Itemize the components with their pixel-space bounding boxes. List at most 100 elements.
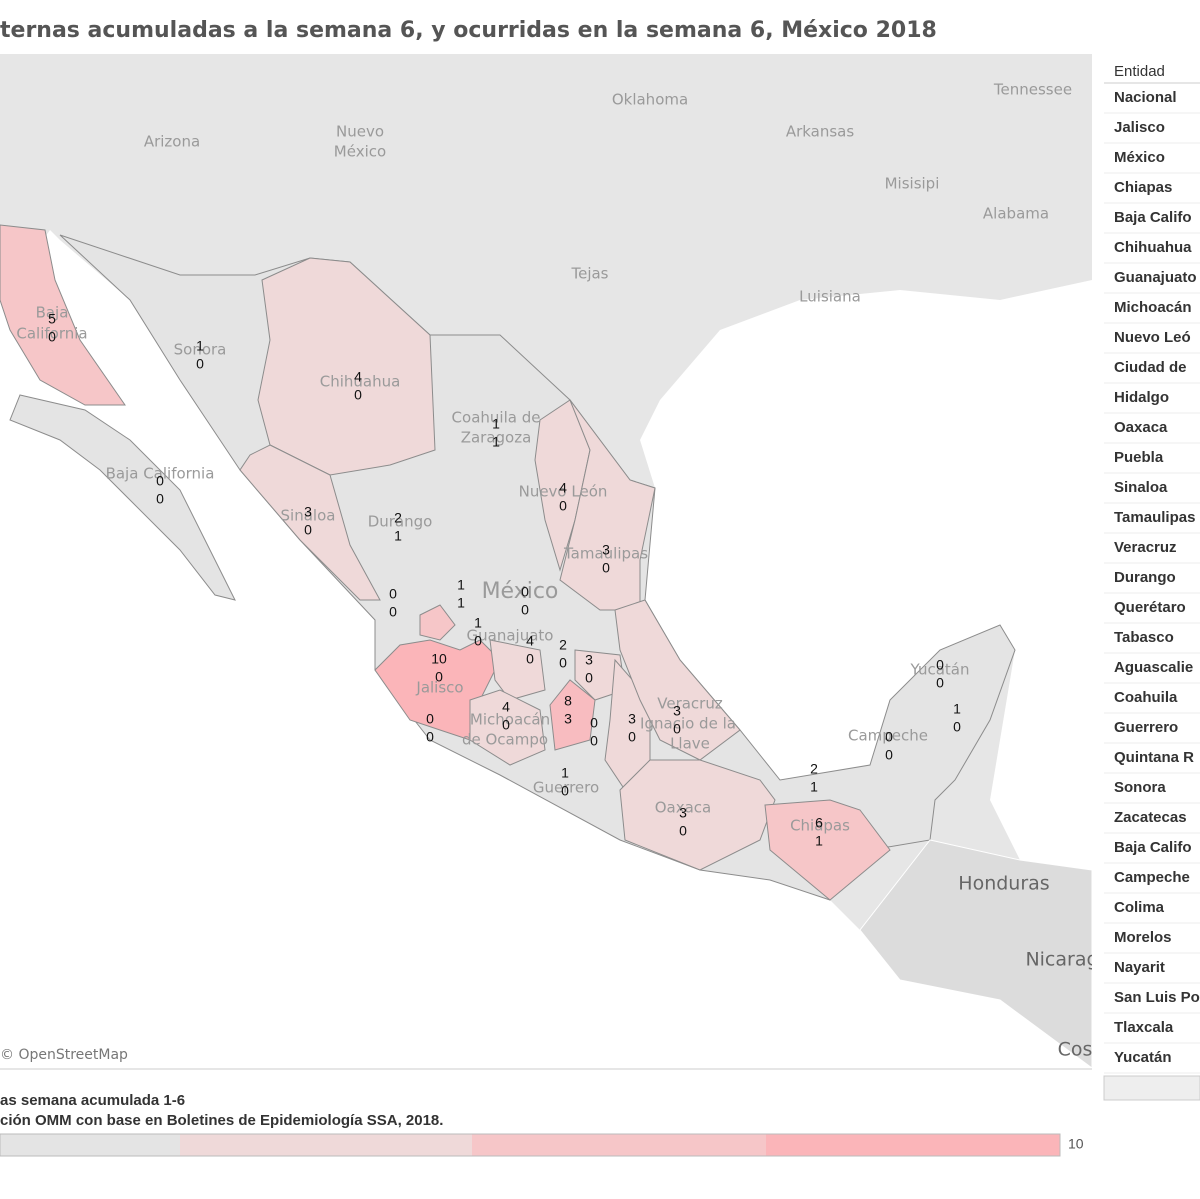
cumulative-count: 0 — [936, 657, 944, 673]
table-row: Sinaloa — [1114, 479, 1168, 496]
table-row: Nacional — [1114, 89, 1177, 106]
cumulative-count: 2 — [559, 637, 567, 653]
table-row: Campeche — [1114, 869, 1190, 886]
place-label: México — [482, 579, 559, 604]
cumulative-count: 1 — [561, 765, 569, 781]
cumulative-count: 3 — [673, 703, 681, 719]
legend: 10 — [0, 1133, 1084, 1157]
state-region — [469, 689, 546, 766]
cumulative-count: 4 — [502, 699, 510, 715]
place-label: Sinaloa — [281, 507, 336, 525]
table-row: Hidalgo — [1114, 389, 1169, 406]
week-count: 0 — [602, 560, 610, 576]
week-count: 0 — [628, 729, 636, 745]
cumulative-count: 0 — [389, 586, 397, 602]
state-region — [764, 799, 891, 901]
cumulative-count: 3 — [304, 504, 312, 520]
week-count: 0 — [953, 719, 961, 735]
week-count: 0 — [936, 675, 944, 691]
week-count: 0 — [559, 655, 567, 671]
table-row: Michoacán — [1114, 299, 1192, 316]
legend-frame — [0, 1133, 1061, 1157]
week-count: 0 — [679, 823, 687, 839]
table-row: Tabasco — [1114, 629, 1174, 646]
table-row: Quintana R — [1114, 749, 1194, 766]
legend-step — [472, 1134, 766, 1156]
week-count: 1 — [810, 779, 818, 795]
table-row: Morelos — [1114, 929, 1172, 946]
place-label: California — [16, 325, 87, 343]
table-row: Veracruz — [1114, 539, 1177, 556]
cumulative-count: 1 — [196, 338, 204, 354]
table-row: Nayarit — [1114, 959, 1165, 976]
cumulative-count: 3 — [628, 711, 636, 727]
week-count: 0 — [474, 633, 482, 649]
scrollbar[interactable] — [1103, 1075, 1200, 1101]
gulf-of-mexico — [640, 280, 1092, 870]
table-row: Jalisco — [1114, 119, 1165, 136]
state-region — [257, 257, 436, 476]
cumulative-count: 2 — [810, 761, 818, 777]
week-count: 1 — [815, 833, 823, 849]
week-count: 1 — [394, 528, 402, 544]
table-row: Puebla — [1114, 449, 1164, 466]
table-row: Querétaro — [1114, 599, 1186, 616]
table-row: Nuevo Leó — [1114, 329, 1191, 346]
place-label: Luisiana — [799, 288, 861, 306]
cumulative-count: 8 — [564, 693, 572, 709]
week-count: 0 — [435, 669, 443, 685]
cumulative-count: 1 — [492, 416, 500, 432]
week-count: 0 — [559, 498, 567, 514]
table-row: Aguascalie — [1114, 659, 1193, 676]
week-count: 0 — [156, 491, 164, 507]
week-count: 0 — [354, 387, 362, 403]
week-count: 0 — [673, 721, 681, 737]
footer-line: ción OMM con base en Boletines de Epidem… — [0, 1112, 443, 1129]
table-row: Guerrero — [1114, 719, 1178, 736]
place-label: Guerrero — [533, 779, 599, 797]
table-row: Durango — [1114, 569, 1176, 586]
week-count: 1 — [457, 595, 465, 611]
footer-line: as semana acumulada 1-6 — [0, 1092, 185, 1109]
place-label: de Ocampo — [462, 731, 548, 749]
cumulative-count: 3 — [679, 805, 687, 821]
week-count: 0 — [389, 604, 397, 620]
legend-max: 10 — [1068, 1136, 1084, 1152]
legend-step — [766, 1134, 1060, 1156]
state-region — [0, 224, 126, 406]
cumulative-count: 5 — [48, 311, 56, 327]
table-row: México — [1114, 149, 1165, 166]
map: © OpenStreetMap Oklahoma Tennessee Arizona… — [0, 54, 1099, 1069]
week-count: 0 — [426, 729, 434, 745]
place-label: Nuevo León — [519, 483, 608, 501]
place-label: Tamaulipas — [563, 545, 648, 563]
cumulative-count: 0 — [426, 711, 434, 727]
table-header: Entidad — [1114, 63, 1165, 80]
week-count: 1 — [492, 434, 500, 450]
table-row: Oaxaca — [1114, 419, 1168, 436]
place-label: Tennessee — [993, 81, 1072, 99]
table-row: Coahuila — [1114, 689, 1178, 706]
place-label: Baja — [36, 304, 69, 322]
table-row: Yucatán — [1114, 1049, 1172, 1066]
baja-california-sur — [9, 394, 236, 601]
place-label: Guanajuato — [467, 627, 554, 645]
week-count: 0 — [885, 747, 893, 763]
place-label: Chiapas — [790, 817, 850, 835]
place-label: Sonora — [174, 341, 227, 359]
table-row: Ciudad de — [1114, 359, 1187, 376]
week-count: 0 — [304, 522, 312, 538]
table-row: Sonora — [1114, 779, 1166, 796]
cumulative-count: 10 — [431, 651, 447, 667]
place-label: Michoacán — [470, 711, 550, 729]
week-count: 0 — [521, 602, 529, 618]
table-row: Baja Califo — [1114, 209, 1192, 226]
place-label: Yucatán — [910, 661, 970, 679]
week-count: 0 — [585, 670, 593, 686]
legend-step — [0, 1134, 180, 1156]
place-label: México — [334, 143, 386, 161]
pacific-ocean — [0, 230, 1092, 1068]
table-row: Baja Califo — [1114, 839, 1192, 856]
